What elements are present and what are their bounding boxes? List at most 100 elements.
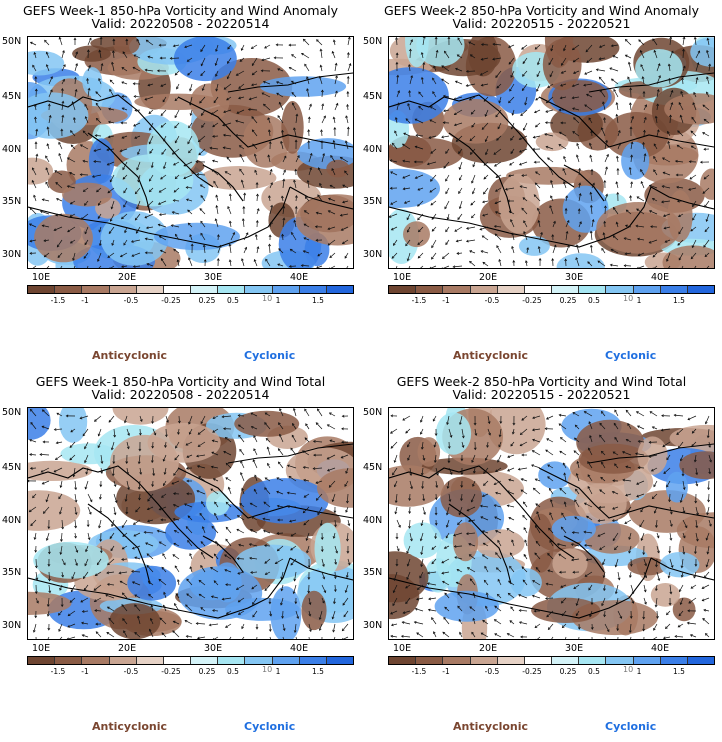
wind-arrow [419, 415, 424, 423]
wind-arrow [431, 239, 437, 249]
wind-arrow [321, 103, 325, 111]
colorbar-swatch [218, 286, 246, 293]
wind-arrow [629, 87, 633, 98]
wind-arrow [126, 467, 130, 475]
wind-arrow [280, 597, 284, 606]
wind-arrow [461, 428, 465, 439]
wind-arrow [209, 146, 219, 150]
wind-arrow [495, 567, 502, 573]
wind-arrow [291, 92, 297, 98]
wind-arrow [691, 428, 697, 434]
wind-arrow [267, 117, 271, 124]
wind-arrow [282, 169, 286, 176]
wind-arrow [630, 141, 634, 150]
wind-arrow [126, 441, 130, 450]
anticyclonic-region [210, 58, 293, 117]
wind-arrow [70, 428, 76, 433]
wind-arrow [304, 63, 310, 72]
anticyclonic-region [550, 106, 603, 143]
wind-arrow [79, 173, 89, 176]
wind-arrow [604, 166, 608, 176]
wind-arrow [162, 96, 167, 103]
wind-arrow [277, 115, 284, 124]
wind-arrow [251, 516, 258, 521]
wind-arrow [641, 76, 645, 85]
wind-arrow [237, 414, 245, 417]
wind-arrow [466, 567, 476, 573]
wind-arrow [210, 465, 219, 469]
lat-label-45n: 45N [363, 91, 383, 102]
wind-arrow [302, 450, 310, 456]
wind-arrow [509, 620, 515, 625]
wind-arrow [288, 265, 297, 268]
wind-arrow [211, 451, 219, 456]
wind-arrow [481, 493, 489, 498]
wind-arrow [447, 454, 451, 464]
wind-arrow [295, 195, 298, 202]
wind-arrow [480, 516, 489, 521]
coastline [389, 465, 575, 559]
wind-arrow [680, 558, 684, 569]
wind-arrow [701, 584, 710, 589]
wind-arrow [429, 119, 437, 124]
wind-arrow [416, 597, 424, 601]
wind-arrow [578, 636, 580, 639]
wind-arrow [653, 636, 658, 639]
wind-arrow [639, 519, 645, 528]
wind-arrow [254, 233, 258, 241]
wind-arrow [252, 610, 258, 618]
wind-arrow [256, 208, 260, 215]
wind-arrow [295, 610, 300, 620]
wind-arrow [481, 235, 489, 241]
wind-arrow [188, 428, 193, 435]
wind-arrow [161, 632, 167, 638]
wind-arrow [483, 467, 489, 475]
wind-arrow [130, 239, 141, 243]
wind-arrow [612, 506, 619, 510]
wind-arrow [405, 428, 411, 434]
wind-arrow [300, 264, 310, 267]
wind-arrow [669, 50, 674, 59]
wind-arrow [483, 161, 489, 166]
wind-arrow [599, 434, 606, 443]
wind-arrow [625, 493, 632, 497]
wind-arrow [551, 257, 555, 267]
wind-arrow [480, 632, 489, 638]
wind-arrow [157, 200, 167, 205]
wind-arrow [292, 408, 297, 417]
wind-arrow [237, 571, 245, 575]
wind-arrow [84, 200, 89, 206]
wind-arrow [447, 441, 451, 449]
wind-arrow [225, 610, 232, 615]
wind-arrow [316, 265, 323, 268]
wind-arrow [494, 211, 502, 215]
wind-arrow [144, 237, 154, 241]
wind-arrow [624, 224, 632, 228]
wind-arrow [333, 506, 337, 514]
wind-arrow [137, 454, 141, 465]
wind-arrow [653, 506, 658, 514]
wind-arrow [308, 597, 312, 606]
lat-label-40n: 40N [363, 144, 383, 155]
wind-arrow [236, 528, 245, 534]
wind-arrow [590, 623, 594, 630]
wind-arrow [321, 636, 323, 639]
wind-arrow [111, 61, 115, 72]
wind-arrow [98, 77, 102, 85]
wind-arrow [418, 91, 424, 98]
wind-arrow [465, 532, 476, 536]
wind-arrow [105, 594, 115, 599]
wind-arrow [119, 252, 128, 258]
wind-arrow [74, 545, 79, 553]
wind-arrow [470, 200, 476, 206]
wind-arrow [548, 57, 554, 66]
wind-arrow [210, 488, 219, 495]
wind-arrow [134, 556, 141, 560]
wind-arrow [344, 140, 349, 150]
wind-arrow [196, 454, 206, 458]
cyclonic-region [212, 562, 242, 603]
coastline [389, 186, 652, 248]
wind-arrow [483, 480, 489, 486]
wind-arrow [408, 493, 412, 501]
wind-arrow [402, 174, 411, 179]
